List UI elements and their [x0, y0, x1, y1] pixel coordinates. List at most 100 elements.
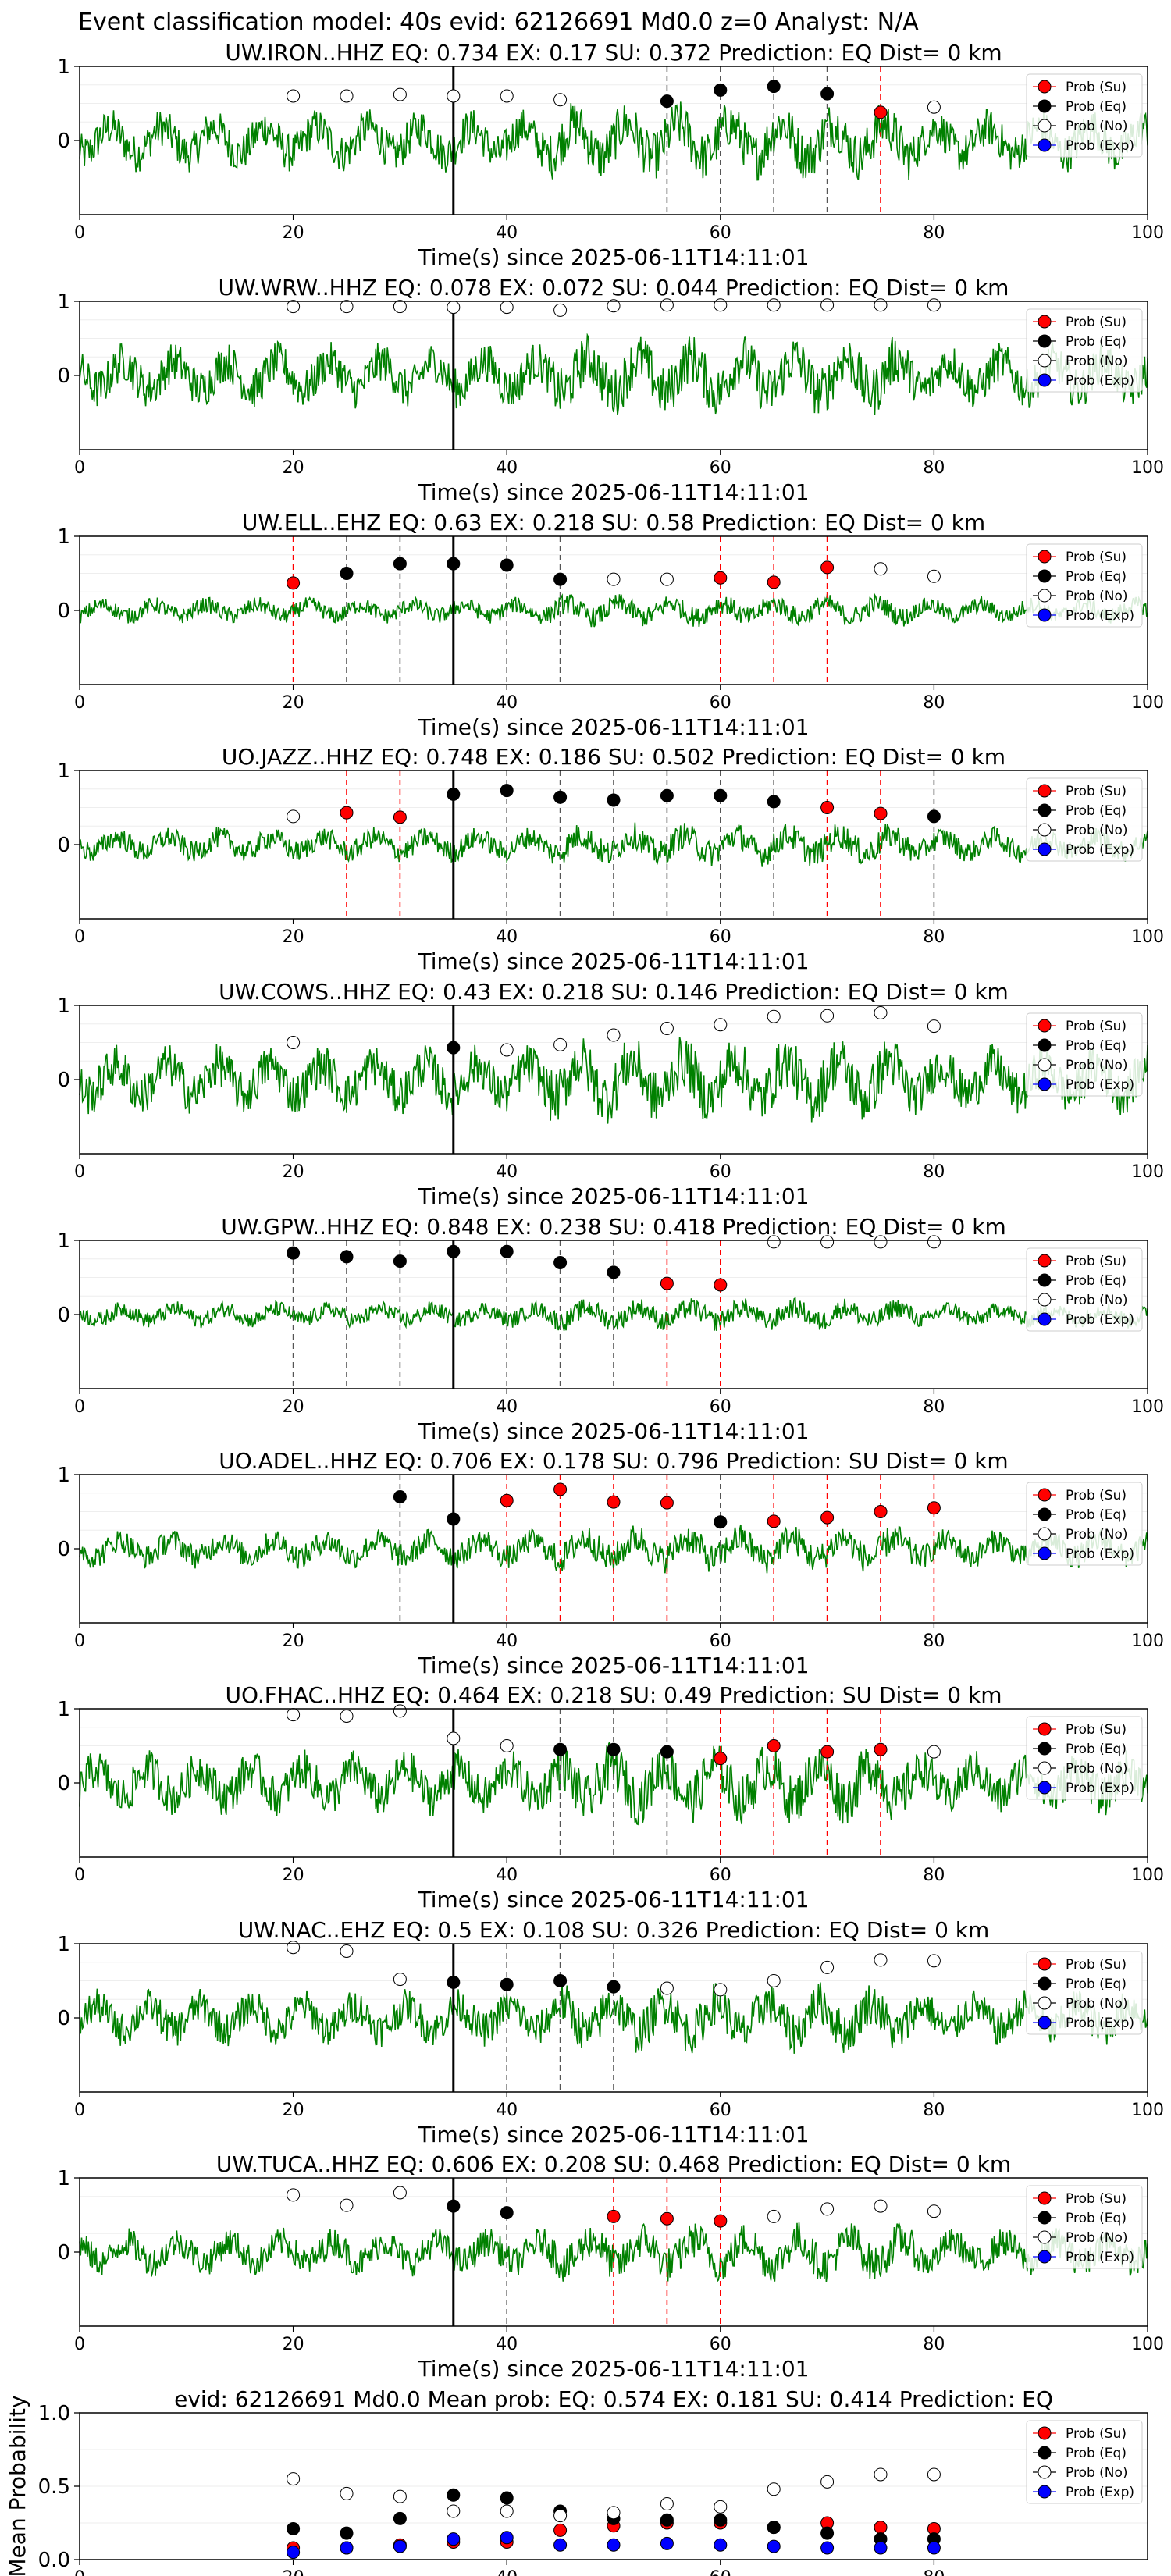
- legend-label: Prob (Eq): [1066, 334, 1127, 350]
- mean-marker-no: [607, 2506, 621, 2520]
- prob-marker-no: [447, 301, 461, 315]
- mean-marker-no: [553, 2509, 568, 2523]
- prob-marker-no: [607, 1028, 621, 1042]
- prob-marker-eq: [287, 1246, 301, 1260]
- x-tick-label: 0: [74, 2335, 85, 2354]
- prob-marker-eq: [767, 80, 781, 94]
- prob-marker-no: [340, 2198, 354, 2212]
- prob-marker-su: [820, 1745, 835, 1759]
- legend-label: Prob (Eq): [1066, 2211, 1127, 2226]
- prob-marker-su: [767, 575, 781, 589]
- prob-marker-no: [393, 1704, 407, 1718]
- legend-label: Prob (Eq): [1066, 99, 1127, 115]
- legend-box: [1026, 777, 1143, 862]
- prob-marker-no: [767, 1974, 781, 1987]
- station-panel: UW.NAC..EHZ EQ: 0.5 EX: 0.108 SU: 0.326 …: [57, 1917, 1164, 2147]
- x-tick-label: 100: [1131, 2335, 1164, 2354]
- legend-label: Prob (Eq): [1066, 2446, 1127, 2461]
- prob-marker-su: [927, 1501, 941, 1515]
- mean-marker-exp: [714, 2538, 728, 2552]
- prob-marker-no: [393, 1973, 407, 1987]
- plot-frame: [79, 66, 1148, 215]
- y-tick-label: 1: [57, 1464, 70, 1487]
- prob-marker-eq: [660, 94, 674, 109]
- x-tick-label: 60: [710, 1397, 731, 1417]
- prob-marker-no: [927, 1954, 941, 1968]
- mean-marker-exp: [874, 2541, 888, 2555]
- mean-marker-exp: [660, 2536, 674, 2550]
- x-tick-label: 40: [496, 1397, 518, 1417]
- x-tick-label: 100: [1131, 927, 1164, 947]
- mean-marker-eq: [447, 2488, 461, 2502]
- x-tick-label: 40: [496, 2568, 518, 2576]
- prob-marker-eq: [393, 1254, 407, 1268]
- prob-marker-eq: [447, 1041, 461, 1055]
- x-tick-label: 20: [283, 1631, 304, 1651]
- mean-marker-no: [393, 2489, 407, 2503]
- mean-marker-eq: [714, 2513, 728, 2527]
- mean-marker-no: [820, 2475, 835, 2489]
- x-axis-label: Time(s) since 2025-06-11T14:11:01: [417, 2356, 809, 2382]
- prob-marker-no: [714, 298, 728, 312]
- x-tick-label: 20: [283, 1866, 304, 1885]
- prob-marker-eq: [660, 1745, 674, 1759]
- x-axis-label: Time(s) since 2025-06-11T14:11:01: [417, 948, 809, 974]
- legend-label: Prob (Exp): [1066, 1546, 1134, 1562]
- legend-label: Prob (Eq): [1066, 1038, 1127, 1054]
- prob-marker-eq: [447, 557, 461, 571]
- legend-marker-su: [1038, 784, 1052, 798]
- prob-marker-no: [500, 1043, 514, 1057]
- legend-label: Prob (Eq): [1066, 1742, 1127, 1757]
- x-tick-label: 60: [710, 693, 731, 713]
- prob-marker-no: [767, 1235, 781, 1249]
- prob-marker-no: [340, 1944, 354, 1958]
- waveform-trace: [79, 1036, 1148, 1124]
- x-tick-label: 0: [74, 1162, 85, 1182]
- x-tick-label: 80: [923, 2568, 945, 2576]
- legend-label: Prob (Exp): [1066, 1781, 1134, 1796]
- x-tick-label: 80: [923, 223, 945, 243]
- y-tick-label: 1: [57, 525, 70, 549]
- y-tick-label: 0: [57, 1304, 70, 1327]
- y-tick-label: 1: [57, 994, 70, 1018]
- mean-marker-exp: [820, 2541, 835, 2555]
- y-tick-label: 0: [57, 600, 70, 623]
- legend-box: [1026, 2185, 1143, 2269]
- prob-marker-su: [820, 1510, 835, 1525]
- legend-marker-exp: [1038, 842, 1052, 856]
- x-tick-label: 0: [74, 693, 85, 713]
- prob-marker-no: [660, 1981, 674, 1995]
- legend-label: Prob (Su): [1066, 80, 1127, 95]
- legend-box: [1026, 308, 1143, 393]
- x-tick-label: 20: [283, 458, 304, 478]
- prob-marker-eq: [393, 557, 407, 571]
- prob-marker-no: [874, 2199, 888, 2213]
- waveform-trace: [79, 333, 1148, 415]
- prob-marker-no: [607, 572, 621, 586]
- prob-marker-eq: [714, 1515, 728, 1529]
- prob-marker-eq: [447, 1975, 461, 1989]
- legend-label: Prob (Exp): [1066, 2016, 1134, 2031]
- prob-marker-eq: [553, 1256, 568, 1269]
- legend-marker-su: [1038, 1488, 1052, 1502]
- legend-label: Prob (Su): [1066, 1488, 1127, 1503]
- legend-marker-no: [1038, 589, 1052, 603]
- station-panel: UW.WRW..HHZ EQ: 0.078 EX: 0.072 SU: 0.04…: [57, 275, 1164, 505]
- x-tick-label: 100: [1131, 2101, 1164, 2120]
- y-tick-label: 0: [57, 130, 70, 153]
- legend-label: Prob (No): [1066, 1293, 1128, 1308]
- legend-marker-eq: [1038, 803, 1052, 817]
- legend-box: [1026, 1482, 1143, 1566]
- mean-marker-su: [874, 2521, 888, 2535]
- legend-marker-no: [1038, 354, 1052, 368]
- prob-marker-no: [287, 89, 301, 103]
- prob-marker-no: [820, 298, 835, 312]
- legend-label: Prob (Su): [1066, 315, 1127, 330]
- legend-marker-exp: [1038, 2016, 1052, 2030]
- legend-marker-exp: [1038, 1312, 1052, 1326]
- prob-marker-no: [500, 1739, 514, 1752]
- mean-marker-su: [553, 2523, 568, 2537]
- x-tick-label: 60: [710, 1866, 731, 1885]
- prob-marker-eq: [500, 1244, 514, 1258]
